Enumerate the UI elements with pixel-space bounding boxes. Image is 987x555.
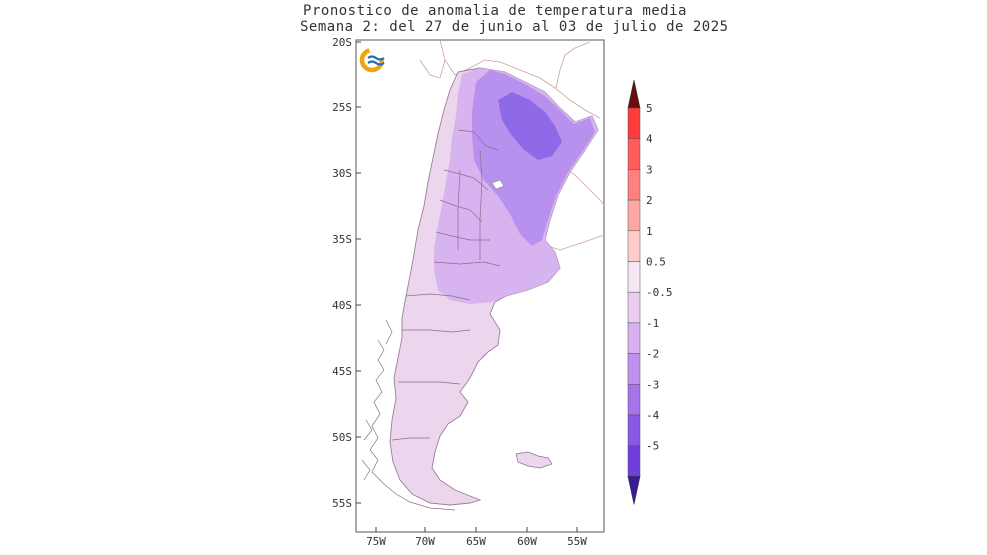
- lat-label: 35S: [332, 233, 352, 246]
- lat-label: 55S: [332, 497, 352, 510]
- logo-icon: [359, 47, 385, 73]
- falkland-islands: [515, 451, 553, 469]
- lat-label: 20S: [332, 36, 352, 49]
- lat-ticks: [356, 41, 361, 504]
- colorbar: 5 4 3 2 1 0.5 -0.5 -1 -2 -3 -4 -5: [627, 79, 673, 505]
- colorbar-label: 2: [646, 194, 653, 207]
- colorbar-swatch: [627, 261, 641, 293]
- colorbar-label: 3: [646, 163, 653, 176]
- lon-label: 75W: [366, 535, 386, 548]
- lat-label: 50S: [332, 431, 352, 444]
- colorbar-swatch: [627, 322, 641, 354]
- lat-label: 45S: [332, 365, 352, 378]
- colorbar-top-arrow: [627, 79, 641, 109]
- colorbar-swatch: [627, 138, 641, 170]
- lat-labels: 20S 25S 30S 35S 40S 45S 50S 55S: [332, 36, 352, 510]
- chile-coast-islands: [361, 319, 456, 511]
- colorbar-swatch: [627, 199, 641, 232]
- colorbar-label: 4: [646, 133, 653, 146]
- lat-label: 40S: [332, 299, 352, 312]
- lat-label: 30S: [332, 167, 352, 180]
- map-title-line2: Semana 2: del 27 de junio al 03 de julio…: [300, 19, 729, 35]
- colorbar-swatch: [627, 230, 641, 262]
- lon-label: 55W: [567, 535, 587, 548]
- lon-ticks: [375, 527, 578, 532]
- map-title-line1: Pronostico de anomalia de temperatura me…: [303, 3, 687, 19]
- colorbar-label: -0.5: [646, 286, 673, 299]
- colorbar-swatch: [627, 445, 641, 477]
- country-borders: [419, 39, 605, 251]
- colorbar-label: -3: [646, 378, 659, 391]
- colorbar-swatch: [627, 291, 641, 324]
- colorbar-label: -1: [646, 317, 659, 330]
- colorbar-label: 0.5: [646, 256, 666, 269]
- lon-label: 60W: [517, 535, 537, 548]
- colorbar-label: -2: [646, 348, 659, 361]
- colorbar-swatch: [627, 384, 641, 416]
- colorbar-swatch: [627, 107, 641, 139]
- anomaly-region-minus3: [498, 92, 562, 160]
- lon-labels: 75W 70W 65W 60W 55W: [366, 535, 587, 548]
- lat-label: 25S: [332, 101, 352, 114]
- province-borders: [391, 129, 501, 441]
- colorbar-label: 5: [646, 102, 653, 115]
- colorbar-label: -4: [646, 409, 660, 422]
- lon-label: 70W: [415, 535, 435, 548]
- colorbar-swatch: [627, 414, 641, 446]
- colorbar-bottom-arrow: [627, 476, 641, 505]
- colorbar-label: 1: [646, 225, 653, 238]
- lon-label: 65W: [466, 535, 486, 548]
- colorbar-swatch: [627, 353, 641, 385]
- colorbar-label: -5: [646, 440, 659, 453]
- colorbar-swatch: [627, 169, 641, 201]
- lake-spot: [491, 179, 505, 190]
